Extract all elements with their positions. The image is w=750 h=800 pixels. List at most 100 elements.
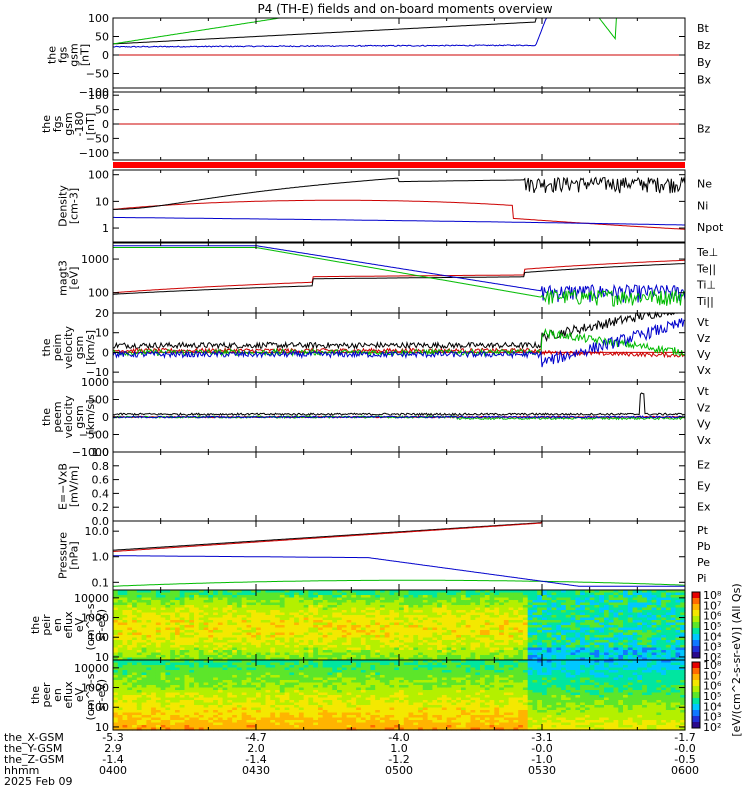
heatmap-cell bbox=[160, 722, 167, 726]
heatmap-cell bbox=[132, 627, 138, 631]
heatmap-cell bbox=[351, 607, 357, 611]
heatmap-cell bbox=[275, 630, 281, 634]
heatmap-cell bbox=[456, 627, 462, 631]
heatmap-cell bbox=[484, 657, 491, 661]
heatmap-cell bbox=[542, 637, 548, 641]
heatmap-cell bbox=[475, 622, 481, 626]
heatmap-cell bbox=[189, 597, 195, 601]
heatmap-cell bbox=[270, 692, 276, 696]
heatmap-cell bbox=[184, 700, 190, 704]
heatmap-cell bbox=[465, 635, 472, 639]
heatmap-cell bbox=[375, 637, 381, 641]
heatmap-cell bbox=[322, 642, 329, 646]
heatmap-cell bbox=[208, 655, 214, 659]
heatmap-cell bbox=[537, 657, 543, 661]
heatmap-cell bbox=[146, 660, 152, 664]
heatmap-cell bbox=[270, 655, 276, 659]
heatmap-cell bbox=[222, 692, 228, 696]
heatmap-cell bbox=[246, 640, 252, 644]
heatmap-cell bbox=[580, 627, 586, 631]
heatmap-cell bbox=[308, 597, 314, 601]
heatmap-cell bbox=[170, 710, 176, 714]
heatmap-cell bbox=[623, 635, 629, 639]
heatmap-cell bbox=[604, 615, 610, 619]
heatmap-cell bbox=[175, 602, 181, 606]
heatmap-cell bbox=[122, 692, 128, 696]
heatmap-cell bbox=[341, 615, 348, 619]
heatmap-cell bbox=[584, 650, 591, 654]
heatmap-cell bbox=[599, 632, 605, 636]
heatmap-cell bbox=[456, 617, 462, 621]
heatmap-cell bbox=[370, 655, 376, 659]
heatmap-cell bbox=[117, 635, 124, 639]
heatmap-cell bbox=[389, 632, 395, 636]
heatmap-cell bbox=[265, 590, 271, 594]
heatmap-cell bbox=[618, 617, 624, 621]
heatmap-cell bbox=[427, 592, 433, 596]
heatmap-cell bbox=[294, 715, 300, 719]
heatmap-cell bbox=[213, 600, 219, 604]
heatmap-cell bbox=[646, 647, 653, 651]
heatmap-cell bbox=[217, 710, 224, 714]
heatmap-cell bbox=[370, 597, 376, 601]
heatmap-cell bbox=[194, 617, 200, 621]
legend-Pe: Pe bbox=[697, 556, 710, 569]
heatmap-cell bbox=[522, 652, 529, 656]
heatmap-cell bbox=[437, 617, 443, 621]
heatmap-cell bbox=[623, 627, 629, 631]
heatmap-cell bbox=[241, 622, 248, 626]
series-Npot bbox=[113, 216, 685, 226]
heatmap-cell bbox=[565, 595, 572, 599]
heatmap-cell bbox=[179, 692, 186, 696]
heatmap-cell bbox=[337, 642, 343, 646]
heatmap-cell bbox=[270, 635, 276, 639]
heatmap-cell bbox=[332, 592, 338, 596]
heatmap-cell bbox=[160, 660, 167, 664]
heatmap-cell bbox=[132, 650, 138, 654]
heatmap-cell bbox=[260, 645, 267, 649]
heatmap-cell bbox=[389, 647, 395, 651]
heatmap-cell bbox=[170, 610, 176, 614]
ylabel-line: [eV] bbox=[68, 267, 81, 290]
heatmap-cell bbox=[379, 655, 386, 659]
heatmap-cell bbox=[308, 677, 314, 681]
heatmap-cell bbox=[270, 620, 276, 624]
heatmap-cell bbox=[265, 630, 271, 634]
heatmap-cell bbox=[170, 670, 176, 674]
heatmap-cell bbox=[332, 657, 338, 661]
heatmap-cell bbox=[627, 622, 634, 626]
heatmap-cell bbox=[661, 592, 667, 596]
heatmap-cell bbox=[294, 625, 300, 629]
heatmap-cell bbox=[584, 620, 591, 624]
heatmap-cell bbox=[165, 595, 171, 599]
heatmap-cell bbox=[503, 620, 510, 624]
heatmap-cell bbox=[151, 707, 157, 711]
heatmap-cell bbox=[136, 597, 143, 601]
heatmap-cell bbox=[155, 635, 162, 639]
heatmap-cell bbox=[356, 605, 362, 609]
heatmap-cell bbox=[203, 710, 209, 714]
heatmap-cell bbox=[260, 705, 267, 709]
heatmap-cell bbox=[575, 605, 581, 609]
heatmap-cell bbox=[418, 645, 424, 649]
heatmap-cell bbox=[584, 647, 591, 651]
heatmap-cell bbox=[203, 602, 209, 606]
heatmap-cell bbox=[394, 600, 400, 604]
heatmap-cell bbox=[618, 642, 624, 646]
heatmap-cell bbox=[518, 625, 524, 629]
heatmap-cell bbox=[484, 605, 491, 609]
heatmap-cell bbox=[665, 637, 672, 641]
heatmap-cell bbox=[298, 655, 305, 659]
heatmap-cell bbox=[151, 687, 157, 691]
heatmap-cell bbox=[308, 615, 314, 619]
heatmap-cell bbox=[318, 655, 324, 659]
heatmap-cell bbox=[232, 722, 238, 726]
heatmap-cell bbox=[160, 645, 167, 649]
heatmap-cell bbox=[227, 655, 233, 659]
heatmap-cell bbox=[175, 650, 181, 654]
heatmap-cell bbox=[623, 650, 629, 654]
heatmap-cell bbox=[160, 672, 167, 676]
heatmap-cell bbox=[661, 612, 667, 616]
heatmap-cell bbox=[513, 602, 519, 606]
heatmap-cell bbox=[532, 625, 538, 629]
